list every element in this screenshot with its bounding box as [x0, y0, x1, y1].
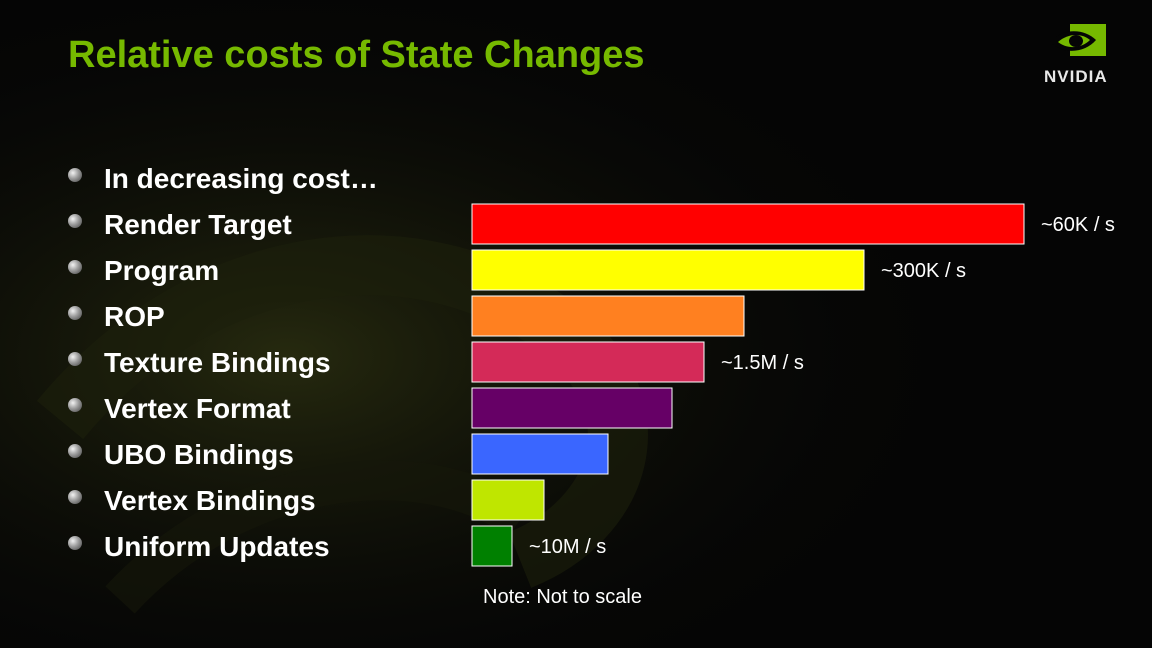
bar-render-target — [471, 203, 1025, 245]
bullet-icon — [68, 536, 82, 550]
category-label-vertex-format: Vertex Format — [104, 393, 291, 424]
bullet-icon — [68, 352, 82, 366]
bullet-icon — [68, 398, 82, 412]
nvidia-logo: NVIDIA — [1044, 24, 1108, 86]
bar-vertex-format — [471, 387, 673, 429]
rate-label-program: ~300K / s — [881, 260, 966, 282]
bar-texture-bindings — [471, 341, 705, 383]
bullet-item: Uniform Updates — [68, 524, 378, 570]
bar-uniform-updates — [471, 525, 513, 567]
bullet-item: Texture Bindings — [68, 340, 378, 386]
category-label-render-target: Render Target — [104, 209, 292, 240]
bullet-icon — [68, 260, 82, 274]
bullet-icon — [68, 444, 82, 458]
bullet-item-intro: In decreasing cost… — [68, 156, 378, 202]
bullet-icon — [68, 214, 82, 228]
bullet-list: In decreasing cost… Render Target Progra… — [68, 156, 378, 570]
bullet-icon — [68, 490, 82, 504]
slide-title: Relative costs of State Changes — [68, 34, 645, 76]
rate-label-uniform-updates: ~10M / s — [529, 536, 606, 558]
category-label-uniform-updates: Uniform Updates — [104, 531, 330, 562]
category-label-rop: ROP — [104, 301, 165, 332]
bullet-item: Vertex Format — [68, 386, 378, 432]
bullet-intro-text: In decreasing cost… — [104, 163, 378, 194]
bar-rop — [471, 295, 745, 337]
bar-program — [471, 249, 865, 291]
rate-label-render-target: ~60K / s — [1041, 214, 1115, 236]
bar-vertex-bindings — [471, 479, 545, 521]
nvidia-wordmark: NVIDIA — [1044, 67, 1108, 86]
category-label-vertex-bindings: Vertex Bindings — [104, 485, 316, 516]
category-label-ubo-bindings: UBO Bindings — [104, 439, 294, 470]
not-to-scale-note: Note: Not to scale — [483, 586, 642, 608]
bullet-item: UBO Bindings — [68, 432, 378, 478]
bullet-icon — [68, 306, 82, 320]
bullet-item: Render Target — [68, 202, 378, 248]
bar-ubo-bindings — [471, 433, 609, 475]
bullet-item: Vertex Bindings — [68, 478, 378, 524]
bullet-icon — [68, 168, 82, 182]
bullet-item: Program — [68, 248, 378, 294]
category-label-program: Program — [104, 255, 220, 286]
rate-label-texture-bindings: ~1.5M / s — [721, 352, 804, 374]
category-label-texture-bindings: Texture Bindings — [104, 347, 331, 378]
bullet-item: ROP — [68, 294, 378, 340]
